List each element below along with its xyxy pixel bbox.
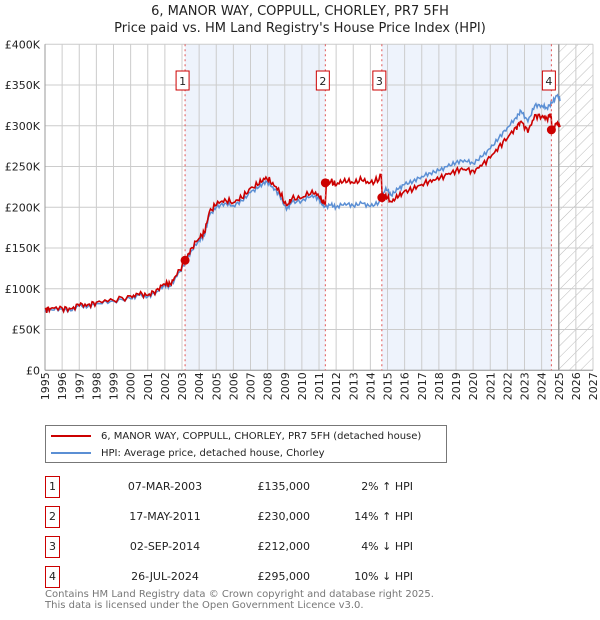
legend-label: 6, MANOR WAY, COPPULL, CHORLEY, PR7 5FH … bbox=[101, 430, 422, 442]
sale-number: 2 bbox=[45, 506, 60, 528]
y-tick-label: £400K bbox=[5, 38, 41, 51]
y-tick-label: £0 bbox=[26, 364, 40, 377]
x-tick-label: 2013 bbox=[347, 372, 360, 400]
sale-price: £212,000 bbox=[257, 540, 311, 553]
x-tick-label: 2017 bbox=[416, 372, 429, 400]
x-tick-label: 2005 bbox=[210, 372, 223, 400]
sale-row: 4 26-JUL-2024 £295,000 10% ↓ HPI bbox=[45, 566, 445, 588]
y-tick-label: £100K bbox=[5, 283, 41, 296]
sale-row: 3 02-SEP-2014 £212,000 4% ↓ HPI bbox=[45, 536, 445, 558]
property-price-line bbox=[44, 113, 561, 314]
sale-label-box bbox=[372, 70, 387, 91]
sale-price: £230,000 bbox=[257, 510, 311, 523]
y-tick-label: £200K bbox=[5, 201, 41, 214]
y-tick-label: £150K bbox=[5, 242, 41, 255]
chart-title: 6, MANOR WAY, COPPULL, CHORLEY, PR7 5FH bbox=[151, 4, 449, 19]
legend-label: HPI: Average price, detached house, Chor… bbox=[101, 447, 325, 459]
legend-item-property: 6, MANOR WAY, COPPULL, CHORLEY, PR7 5FH … bbox=[46, 428, 421, 444]
sale-hpi-diff: 10% ↓ HPI bbox=[354, 570, 413, 583]
x-tick-label: 1996 bbox=[56, 372, 69, 400]
x-tick-label: 2008 bbox=[262, 372, 275, 400]
x-tick-label: 2018 bbox=[433, 372, 446, 400]
footer-copyright: Contains HM Land Registry data © Crown c… bbox=[45, 589, 434, 600]
x-tick-label: 2001 bbox=[142, 372, 155, 400]
x-tick-label: 2014 bbox=[364, 372, 377, 400]
sale-label-box bbox=[541, 70, 556, 91]
x-tick-label: 2024 bbox=[536, 372, 549, 400]
legend: 6, MANOR WAY, COPPULL, CHORLEY, PR7 5FH … bbox=[45, 425, 447, 463]
sale-date: 07-MAR-2003 bbox=[127, 480, 203, 493]
sale-number: 4 bbox=[45, 566, 60, 588]
sale-point bbox=[377, 193, 387, 203]
sale-label: 2 bbox=[319, 75, 326, 88]
sale-label-box bbox=[175, 70, 190, 91]
x-tick-label: 2020 bbox=[467, 372, 480, 400]
sale-date: 02-SEP-2014 bbox=[129, 540, 201, 553]
sale-price: £135,000 bbox=[257, 480, 311, 493]
x-tick-label: 2023 bbox=[519, 372, 532, 400]
sale-date: 17-MAY-2011 bbox=[129, 510, 201, 523]
x-tick-label: 1995 bbox=[39, 372, 52, 400]
footer-licence: This data is licensed under the Open Gov… bbox=[45, 600, 364, 611]
sale-hpi-diff: 14% ↑ HPI bbox=[354, 510, 413, 523]
x-tick-label: 2027 bbox=[587, 372, 600, 400]
x-tick-label: 2009 bbox=[279, 372, 292, 400]
x-tick-label: 2025 bbox=[553, 372, 566, 400]
sale-row: 1 07-MAR-2003 £135,000 2% ↑ HPI bbox=[45, 476, 445, 498]
x-tick-label: 2019 bbox=[450, 372, 463, 400]
chart-subtitle: Price paid vs. HM Land Registry's House … bbox=[114, 21, 486, 36]
sale-hpi-diff: 2% ↑ HPI bbox=[361, 480, 413, 493]
sale-point bbox=[546, 125, 556, 135]
x-tick-label: 2000 bbox=[125, 372, 138, 400]
sale-point bbox=[320, 178, 330, 188]
sale-date: 26-JUL-2024 bbox=[131, 570, 199, 583]
y-tick-label: £50K bbox=[12, 324, 41, 337]
price-chart: 1995 1996 1997 1998 1999 2000 2001 2002 2003 2004… bbox=[5, 38, 600, 400]
x-tick-label: 2016 bbox=[399, 372, 412, 400]
x-tick-label: 2010 bbox=[296, 372, 309, 400]
sale-row: 2 17-MAY-2011 £230,000 14% ↑ HPI bbox=[45, 506, 445, 528]
sale-number: 1 bbox=[45, 476, 60, 498]
y-tick-label: £300K bbox=[5, 120, 41, 133]
sale-label: 4 bbox=[545, 75, 552, 88]
x-tick-label: 1999 bbox=[108, 372, 121, 400]
sale-price: £295,000 bbox=[257, 570, 311, 583]
y-tick-label: £250K bbox=[5, 161, 41, 174]
legend-blue-line-icon bbox=[51, 452, 91, 454]
sale-number: 3 bbox=[45, 536, 60, 558]
sale-label-box bbox=[315, 70, 330, 91]
sale-label: 3 bbox=[376, 75, 383, 88]
x-tick-label: 1998 bbox=[90, 372, 103, 400]
x-tick-label: 2015 bbox=[382, 372, 395, 400]
legend-red-line-icon bbox=[51, 435, 91, 437]
x-tick-label: 2021 bbox=[484, 372, 497, 400]
x-tick-label: 2003 bbox=[176, 372, 189, 400]
sale-hpi-diff: 4% ↓ HPI bbox=[361, 540, 413, 553]
legend-item-hpi: HPI: Average price, detached house, Chor… bbox=[46, 445, 325, 461]
x-tick-label: 2007 bbox=[245, 372, 258, 400]
sale-label: 1 bbox=[179, 75, 186, 88]
x-tick-label: 1997 bbox=[73, 372, 86, 400]
sale-point bbox=[180, 255, 190, 265]
x-tick-label: 2022 bbox=[501, 372, 514, 400]
y-tick-label: £350K bbox=[5, 79, 41, 92]
x-tick-label: 2012 bbox=[330, 372, 343, 400]
x-tick-label: 2006 bbox=[227, 372, 240, 400]
x-tick-label: 2026 bbox=[570, 372, 583, 400]
x-tick-label: 2002 bbox=[159, 372, 172, 400]
x-tick-label: 2004 bbox=[193, 372, 206, 400]
x-tick-label: 2011 bbox=[313, 372, 326, 400]
